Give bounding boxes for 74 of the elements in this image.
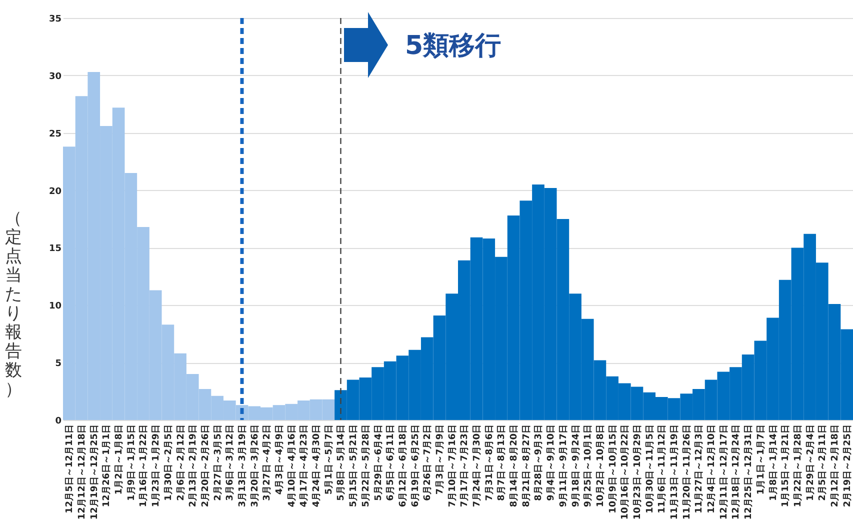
x-tick-label: 1月9日～1月15日 — [126, 424, 137, 501]
x-tick-label: 6月12日～6月18日 — [397, 424, 408, 508]
y-tick-label: 10 — [48, 302, 62, 312]
x-tick-label: 1月16日～1月22日 — [138, 424, 150, 508]
x-tick-label: 8月14日～8月20日 — [508, 424, 520, 508]
x-tick-label: 4月17日～4月23日 — [298, 424, 310, 508]
x-tick-label: 2月13日～2月19日 — [188, 424, 199, 508]
x-tick-label: 12月4日～12月10日 — [706, 424, 718, 514]
x-tick-label: 9月18日～9月24日 — [570, 424, 582, 508]
x-tick-label: 4月24日～4月30日 — [311, 424, 322, 508]
y-tick-label: 30 — [48, 72, 62, 82]
x-tick-label: 8月21日～8月27日 — [520, 424, 532, 508]
x-tick-label: 12月5日～12月11日 — [64, 424, 76, 514]
y-tick-label: 20 — [48, 186, 62, 197]
x-tick-label: 11月27日～12月3日 — [694, 424, 705, 514]
x-tick-label: 1月2日～1月8日 — [114, 424, 125, 495]
x-tick-label: 11月6日～11月12日 — [656, 424, 668, 514]
y-tick-label: 25 — [48, 129, 62, 140]
x-tick-label: 10月2日～10月8日 — [594, 424, 606, 508]
x-tick-label: 3月13日～3月19日 — [236, 424, 248, 508]
x-tick-label: 5月22日～5月28日 — [360, 424, 372, 508]
x-tick-label: 3月6日～3月12日 — [224, 424, 236, 501]
x-tick-label: 1月15日～1月21日 — [780, 424, 792, 508]
x-tick-label: 2月19日～2月25日 — [842, 424, 853, 508]
x-tick-label: 5月15日～5月21日 — [348, 424, 360, 508]
x-tick-label: 1月29日～2月4日 — [804, 424, 816, 501]
x-tick-label: 10月9日～10月15日 — [607, 424, 618, 514]
x-tick-label: 12月19日～12月25日 — [88, 424, 100, 520]
x-tick-label: 2月6日～2月12日 — [175, 424, 186, 501]
y-tick-label: 0 — [55, 416, 62, 426]
text: （定点当たり報告数） — [5, 208, 22, 400]
x-tick-label: 7月24日～7月30日 — [472, 424, 483, 508]
x-tick-label: 12月26日～1月1日 — [101, 424, 112, 508]
x-tick-label: 3月27日～4月2日 — [262, 424, 273, 501]
x-tick-label: 9月25日～10月1日 — [582, 424, 594, 508]
x-tick-label: 10月16日～10月22日 — [620, 424, 631, 520]
x-tick-label: 8月7日～8月13日 — [496, 424, 508, 501]
x-tick-label: 12月18日～12月24日 — [730, 424, 742, 520]
x-tick-label: 6月26日～7月2日 — [422, 424, 434, 501]
x-tick-label: 6月19日～6月25日 — [410, 424, 421, 508]
x-tick-label: 7月10日～7月16日 — [446, 424, 458, 508]
x-tick-label: 11月13日～11月19日 — [669, 424, 680, 520]
x-tick-label: 9月4日～9月10日 — [546, 424, 557, 501]
x-tick-label: 1月8日～1月14日 — [768, 424, 779, 501]
x-tick-label: 8月28日～9月3日 — [533, 424, 544, 501]
x-tick-label: 10月30日～11月5日 — [644, 424, 656, 514]
x-tick-label: 2月12日～2月18日 — [829, 424, 840, 508]
x-tick-label: 5月8日～5月14日 — [336, 424, 347, 501]
x-tick-label: 12月11日～12月17日 — [718, 424, 730, 520]
x-tick-label: 4月3日～4月9日 — [274, 424, 286, 495]
x-tick-label: 7月31日～8月6日 — [484, 424, 495, 501]
x-tick-label: 7月3日～7月9日 — [434, 424, 446, 495]
x-tick-label: 12月25日～12月31日 — [743, 424, 754, 520]
annotation: 5類移行 — [405, 30, 502, 63]
x-tick-label: 10月23日～10月29日 — [632, 424, 643, 520]
x-tick-label: 6月5日～6月11日 — [385, 424, 396, 501]
x-tick-label: 2月5日～2月11日 — [817, 424, 828, 501]
x-tick-label: 4月10日～4月16日 — [286, 424, 298, 508]
x-tick-label: 1月30日～2月5日 — [162, 424, 174, 501]
y-tick-label: 35 — [48, 14, 62, 24]
x-tick-label: 5月1日～5月7日 — [323, 424, 334, 495]
x-tick-label: 1月22日～1月28日 — [792, 424, 804, 508]
x-tick-label: 1月1日～1月7日 — [755, 424, 766, 495]
y-tick-label: 15 — [48, 244, 62, 254]
x-tick-label: 12月12日～12月18日 — [76, 424, 88, 520]
x-tick-label: 7月17日～7月23日 — [459, 424, 470, 508]
x-tick-label: 11月20日～11月26日 — [681, 424, 692, 520]
x-tick-label: 2月20日～2月26日 — [200, 424, 211, 508]
x-tick-label: 2月27日～3月5日 — [212, 424, 224, 501]
x-tick-label: 9月11日～9月17日 — [558, 424, 569, 508]
x-tick-label: 3月20日～3月26日 — [249, 424, 260, 508]
x-tick-label: 1月23日～1月29日 — [150, 424, 162, 508]
y-tick-label: 5 — [55, 359, 62, 370]
x-tick-label: 5月29日～6月4日 — [372, 424, 384, 501]
